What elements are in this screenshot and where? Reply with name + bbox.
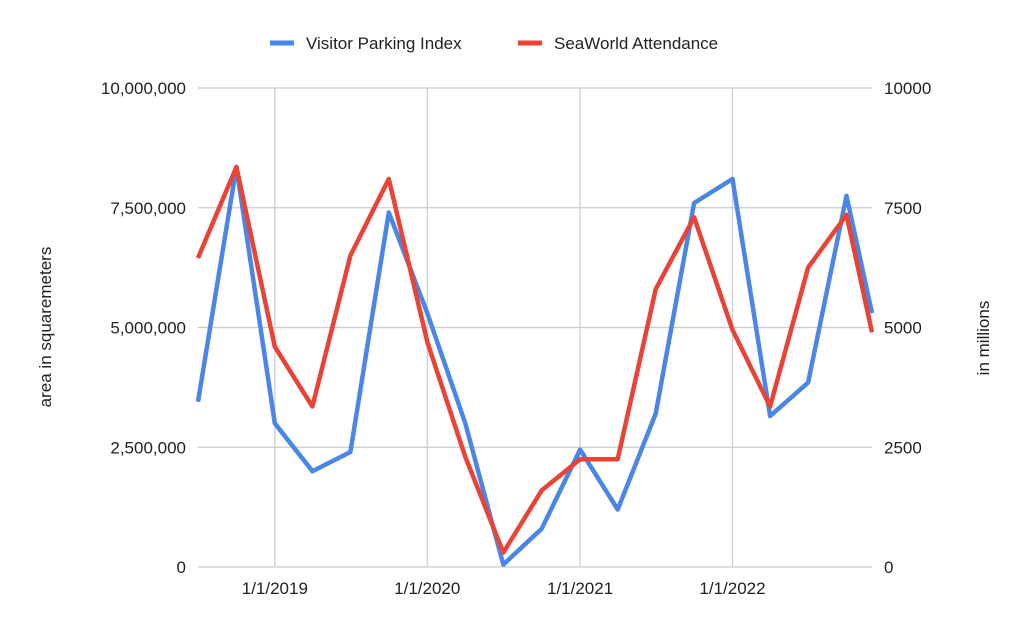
x-tick-label: 1/1/2022 [699, 579, 765, 598]
y-tick-label: 7,500,000 [110, 199, 186, 218]
series-layer [195, 164, 875, 567]
y2-tick-label: 0 [884, 558, 893, 577]
y-tick-label: 2,500,000 [110, 438, 186, 457]
series-line-2 [195, 164, 875, 555]
x-tick-label: 1/1/2020 [394, 579, 460, 598]
tick-layer: 0 2,500,000 5,000,000 7,500,000 10,000,000 0 2… [101, 79, 931, 598]
y-tick-label: 10,000,000 [101, 79, 186, 98]
x-tick-label: 1/1/2019 [242, 579, 308, 598]
y-tick-label: 5,000,000 [110, 319, 186, 338]
y-axis-title: area in squaremeters [36, 247, 55, 408]
y-tick-label: 0 [177, 558, 186, 577]
grid-layer [198, 87, 872, 568]
y2-tick-label: 10000 [884, 79, 931, 98]
y2-tick-label: 5000 [884, 319, 922, 338]
y2-axis-title: in millions [974, 301, 993, 376]
legend: Visitor Parking Index SeaWorld Attendance [270, 34, 718, 53]
y2-tick-label: 2500 [884, 438, 922, 457]
legend-label: SeaWorld Attendance [554, 34, 718, 53]
series-line-1 [195, 164, 875, 567]
x-tick-label: 1/1/2021 [547, 579, 613, 598]
y2-tick-label: 7500 [884, 199, 922, 218]
legend-label: Visitor Parking Index [306, 34, 462, 53]
